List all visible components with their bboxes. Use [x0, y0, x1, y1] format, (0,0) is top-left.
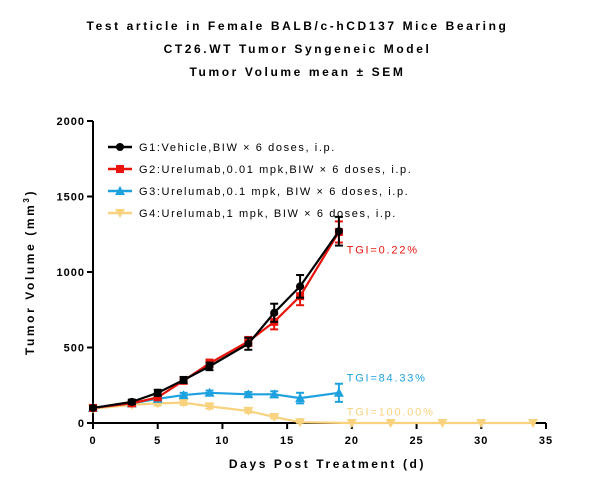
- legend-entry-label: G4:Urelumab,1 mpk, BIW × 6 doses, i.p.: [139, 208, 397, 220]
- data-point: [334, 227, 343, 236]
- y-tick-label: 2000: [57, 116, 85, 128]
- tgi-annotation: TGI=100.00%: [347, 407, 435, 419]
- y-axis-label-superscript: 3: [22, 196, 31, 203]
- data-point: [528, 419, 539, 428]
- data-point: [178, 398, 189, 408]
- y-tick-label: 1500: [57, 192, 85, 204]
- data-point: [270, 308, 279, 317]
- data-point: [295, 393, 306, 403]
- data-point: [153, 393, 162, 402]
- chart-title-line-2: CT26.WT Tumor Syngeneic Model: [163, 42, 432, 56]
- x-ticks: 0 5 10 15 20 25 30 35: [89, 423, 553, 447]
- data-point: [116, 143, 124, 151]
- data-point: [127, 397, 136, 406]
- data-point: [269, 412, 280, 422]
- legend-entry-label: G1:Vehicle,BIW × 6 doses, i.p.: [139, 142, 336, 154]
- data-point: [204, 387, 215, 397]
- annotations: TGI=0.22% TGI=84.33% TGI=100.00%: [347, 244, 435, 419]
- data-point: [179, 375, 188, 384]
- series-line: [92, 230, 340, 409]
- x-tick-label: 10: [215, 435, 229, 447]
- tgi-annotation: TGI=0.22%: [347, 244, 419, 256]
- series-line: [92, 231, 340, 409]
- series-g2: [89, 220, 343, 412]
- series-g1: [89, 215, 343, 412]
- data-point: [89, 403, 97, 412]
- data-point: [385, 419, 396, 428]
- x-tick-label: 35: [539, 435, 553, 447]
- legend: G1:Vehicle,BIW × 6 doses, i.p. G2:Ureluma…: [108, 142, 412, 220]
- data-point: [295, 418, 306, 428]
- x-tick-label: 15: [280, 435, 294, 447]
- y-tick-label: 0: [78, 418, 85, 430]
- data-point: [243, 406, 254, 416]
- x-tick-label: 30: [474, 435, 488, 447]
- series-layer: [88, 215, 539, 428]
- y-tick-label: 500: [64, 343, 85, 355]
- legend-entry-label: G3:Urelumab,0.1 mpk, BIW × 6 doses, i.p.: [139, 186, 409, 198]
- data-point: [333, 387, 344, 397]
- data-point: [115, 186, 125, 195]
- chart-title-line-1: Test article in Female BALB/c-hCD137 Mic…: [86, 19, 509, 33]
- y-ticks: 0 500 1000 1500 2000: [57, 116, 93, 430]
- data-point: [269, 389, 280, 399]
- y-axis-label-close: ): [23, 189, 37, 196]
- x-tick-label: 20: [345, 435, 359, 447]
- y-axis-label-main: Tumor Volume (mm: [23, 203, 37, 356]
- legend-entry-label: G2:Urelumab,0.01 mpk,BIW × 6 doses, i.p.: [139, 164, 412, 176]
- chart-title-line-3: Tumor Volume mean ± SEM: [189, 65, 406, 79]
- data-point: [476, 419, 487, 428]
- data-point: [346, 419, 357, 428]
- data-point: [153, 388, 162, 397]
- data-point: [296, 282, 305, 291]
- tgi-annotation: TGI=84.33%: [347, 373, 427, 385]
- data-point: [243, 389, 254, 399]
- x-tick-label: 25: [409, 435, 423, 447]
- y-tick-label: 1000: [57, 267, 85, 279]
- data-point: [115, 209, 125, 218]
- data-point: [178, 390, 189, 400]
- x-axis-label: Days Post Treatment (d): [229, 457, 426, 471]
- data-point: [204, 402, 215, 412]
- x-tick-label: 0: [89, 435, 96, 447]
- data-point: [205, 362, 214, 371]
- y-axis-label: Tumor Volume (mm3): [22, 189, 37, 355]
- data-point: [437, 419, 448, 428]
- x-tick-label: 5: [154, 435, 161, 447]
- data-point: [244, 339, 253, 348]
- data-point: [116, 165, 124, 173]
